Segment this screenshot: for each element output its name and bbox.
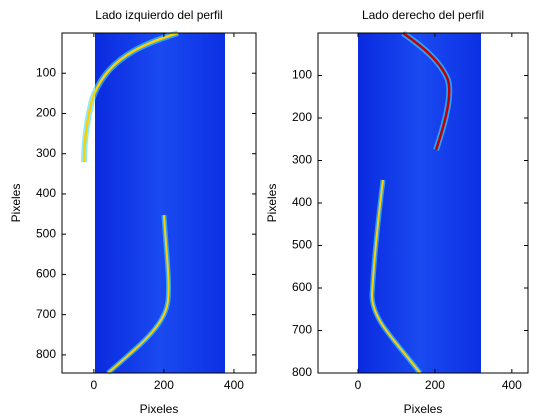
profile-line (370, 179, 421, 374)
y-tick-label: 200 (36, 106, 56, 120)
x-tick-label: 0 (355, 378, 362, 392)
y-tick-label: 100 (292, 68, 312, 82)
axes-box (61, 32, 257, 374)
x-axis-label: Pixeles (140, 402, 179, 416)
profile-line (402, 31, 451, 151)
y-tick-label: 300 (292, 153, 312, 167)
x-tick-label: 0 (91, 378, 98, 392)
y-axis-label: Pixeles (265, 184, 279, 223)
y-tick-label: 200 (292, 110, 312, 124)
x-axis-label: Pixeles (404, 402, 443, 416)
profile-line (82, 31, 179, 163)
y-tick-label: 500 (36, 226, 56, 240)
y-tick-label: 700 (292, 323, 312, 337)
y-tick-label: 700 (36, 307, 56, 321)
y-tick-label: 600 (292, 280, 312, 294)
x-tick-label: 400 (502, 378, 522, 392)
chart-title: Lado izquierdo del perfil (95, 8, 222, 22)
x-tick-label: 200 (154, 378, 174, 392)
y-tick-label: 600 (36, 267, 56, 281)
chart-title: Lado derecho del perfil (362, 8, 484, 22)
x-tick-label: 200 (425, 378, 445, 392)
x-tick-label: 400 (224, 378, 244, 392)
y-tick-label: 400 (36, 186, 56, 200)
image (358, 33, 481, 373)
profile-line (107, 214, 170, 374)
y-tick-label: 800 (292, 365, 312, 379)
y-tick-label: 100 (36, 65, 56, 79)
y-tick-label: 400 (292, 195, 312, 209)
y-tick-label: 500 (292, 238, 312, 252)
y-tick-label: 300 (36, 146, 56, 160)
y-axis-label: Pixeles (9, 184, 23, 223)
y-tick-label: 800 (36, 347, 56, 361)
image (95, 33, 225, 373)
